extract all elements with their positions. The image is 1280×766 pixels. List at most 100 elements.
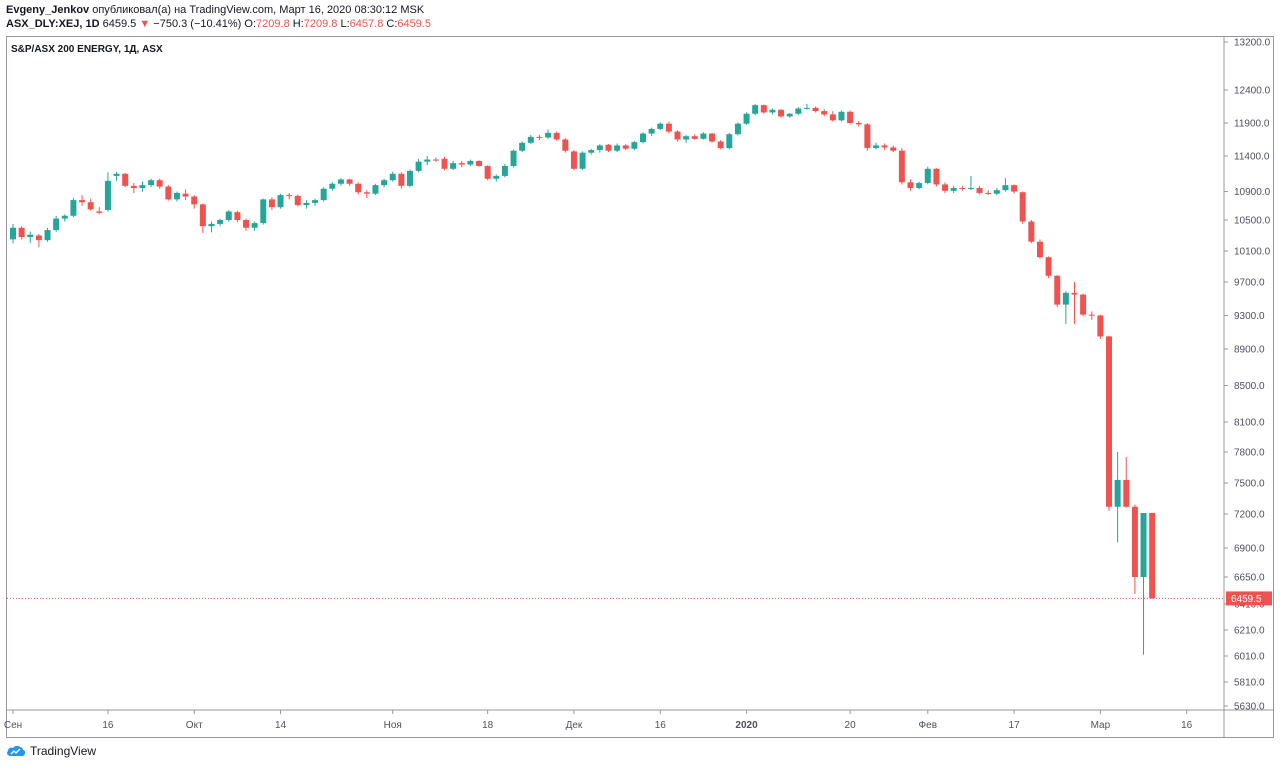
- candle-body: [562, 139, 569, 151]
- candle-body: [484, 165, 491, 179]
- candle-body: [700, 133, 707, 139]
- candle-body: [838, 111, 845, 121]
- candle-body: [985, 192, 992, 194]
- y-tick-label: 6900.0: [1234, 544, 1265, 555]
- footer-brand[interactable]: TradingView: [30, 744, 97, 758]
- candle-body: [648, 128, 655, 134]
- candle-body: [717, 141, 724, 149]
- candle-body: [855, 123, 862, 125]
- candle-body: [225, 211, 232, 220]
- candle-body: [165, 186, 172, 200]
- candle-body: [760, 105, 767, 113]
- candle-body: [1028, 221, 1035, 242]
- candle-body: [734, 123, 741, 135]
- candle-body: [709, 133, 716, 142]
- candle-body: [458, 163, 465, 165]
- candle-body: [916, 183, 923, 188]
- candle-body: [10, 227, 16, 240]
- close-label: C:: [386, 18, 398, 30]
- candle-body: [639, 133, 646, 143]
- open-label: O:: [244, 18, 257, 30]
- high-label: H:: [292, 18, 304, 30]
- candle-body: [122, 173, 129, 186]
- change-value: −750.3 (−10.41%): [153, 18, 242, 30]
- candle-body: [18, 227, 25, 238]
- last-price-tag-label: 6459.5: [1231, 594, 1262, 605]
- candle-body: [389, 173, 396, 181]
- candle-body: [622, 145, 629, 149]
- candle-body: [424, 159, 431, 162]
- y-tick-label: 8100.0: [1234, 418, 1265, 429]
- candle-body: [1054, 275, 1061, 305]
- candle-body: [251, 223, 258, 228]
- candle-body: [588, 150, 595, 153]
- candle-body: [61, 215, 68, 219]
- candle-body: [450, 163, 457, 169]
- candle-body: [545, 132, 552, 138]
- candle-body: [795, 108, 802, 114]
- candle-body: [881, 145, 888, 148]
- candle-body: [864, 124, 871, 149]
- candle-body: [829, 114, 836, 121]
- candle-body: [363, 192, 370, 194]
- candle-body: [614, 145, 621, 151]
- y-tick-label: 7200.0: [1234, 510, 1265, 521]
- candle-body: [243, 220, 250, 228]
- x-tick-label: 18: [482, 720, 494, 731]
- x-tick-label: 16: [102, 720, 114, 731]
- x-tick-label: 16: [1181, 720, 1193, 731]
- candle-body: [803, 107, 810, 109]
- y-tick-label: 7500.0: [1234, 479, 1265, 490]
- candle-body: [346, 179, 353, 184]
- candle-body: [510, 150, 517, 166]
- candle-body: [191, 196, 198, 205]
- candle-body: [156, 180, 163, 187]
- y-tick-label: 9300.0: [1234, 311, 1265, 322]
- candle-body: [53, 218, 60, 231]
- last-price: 6459.5: [102, 18, 137, 30]
- candle-body: [381, 180, 388, 186]
- candle-body: [286, 195, 293, 197]
- candle-body: [432, 159, 439, 161]
- candle-body: [778, 109, 785, 117]
- x-tick-label: 2020: [735, 720, 758, 731]
- x-tick-label: Фев: [919, 720, 937, 731]
- candle-body: [35, 235, 42, 241]
- last-price-tag: [1226, 591, 1272, 606]
- candle-body: [104, 180, 111, 211]
- candle-body: [959, 188, 966, 189]
- candle-body: [1088, 314, 1095, 316]
- y-tick-label: 12400.0: [1234, 86, 1271, 97]
- candle-body: [821, 111, 828, 115]
- candle-body: [1080, 294, 1087, 315]
- candle-body: [890, 147, 897, 151]
- candle-body: [924, 168, 931, 184]
- candle-body: [950, 188, 957, 191]
- candle-body: [1131, 506, 1138, 577]
- down-arrow-icon: ▼: [139, 18, 151, 30]
- candle-body: [260, 199, 267, 224]
- candle-body: [1036, 241, 1043, 258]
- candle-body: [907, 182, 914, 188]
- candle-body: [355, 183, 362, 193]
- candle-body: [1106, 336, 1113, 507]
- y-tick-label: 5630.0: [1234, 702, 1265, 713]
- y-tick-label: 5810.0: [1234, 678, 1265, 689]
- publication-line: Evgeny_Jenkov опубликовал(а) на TradingV…: [6, 4, 424, 16]
- candle-body: [1045, 257, 1052, 276]
- candle-body: [173, 192, 180, 200]
- y-tick-label: 6010.0: [1234, 652, 1265, 663]
- candle-body: [570, 151, 577, 169]
- candle-body: [337, 179, 344, 184]
- candle-body: [579, 152, 586, 169]
- footer: TradingView: [6, 744, 96, 758]
- y-tick-label: 6650.0: [1234, 573, 1265, 584]
- candle-body: [631, 142, 638, 149]
- candle-body: [148, 180, 155, 186]
- author-name[interactable]: Evgeny_Jenkov: [6, 4, 90, 16]
- candle-body: [726, 134, 733, 149]
- x-tick-label: 16: [655, 720, 667, 731]
- candle-body: [96, 211, 103, 213]
- candle-body: [1011, 185, 1018, 192]
